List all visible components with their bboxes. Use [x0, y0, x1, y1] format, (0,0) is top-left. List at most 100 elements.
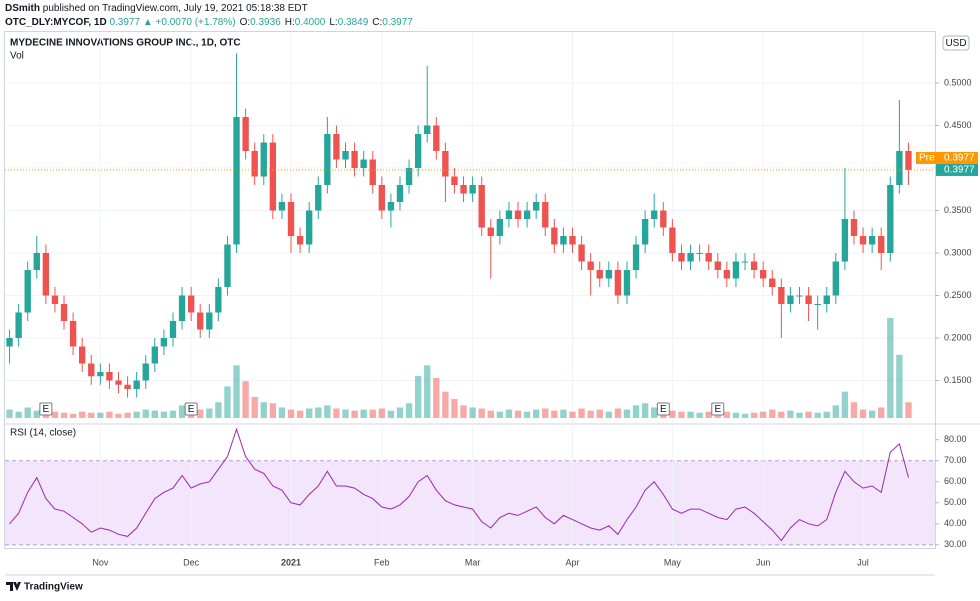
ohlc-key: C:: [372, 17, 382, 28]
publish-line: DSmith published on TradingView.com, Jul…: [5, 3, 308, 14]
volume-bar: [342, 409, 349, 418]
candle-body: [705, 253, 712, 262]
volume-bar: [832, 405, 839, 418]
volume-bar: [396, 407, 404, 418]
candle-body: [287, 202, 295, 236]
volume-bar: [6, 409, 13, 418]
candle-body: [478, 185, 485, 228]
candle-body: [378, 185, 385, 211]
volume-bar: [197, 409, 204, 418]
volume-bar: [560, 409, 567, 418]
rsi-band: [5, 460, 935, 545]
volume-bar: [678, 411, 685, 418]
volume-bar: [79, 411, 86, 418]
volume-bar: [15, 411, 22, 418]
volume-bar: [696, 412, 703, 418]
volume-bar: [360, 409, 367, 418]
symbol-line: OTC_DLY:MYCOF, 1D 0.3977 ▲ +0.0070 (+1.7…: [5, 17, 413, 28]
candle-body: [79, 346, 86, 364]
candle-body: [369, 159, 376, 185]
candle-body: [787, 295, 794, 304]
volume-bar: [306, 408, 313, 418]
candle-body: [151, 346, 158, 364]
candle-body: [887, 185, 894, 253]
y-tick-label: 80.00: [944, 434, 967, 444]
ohlc-key: L:: [329, 17, 337, 28]
candle-body: [560, 236, 567, 245]
candle-body: [460, 185, 467, 194]
candle-body: [324, 134, 331, 185]
candle-body: [224, 244, 231, 287]
candle-body: [242, 117, 249, 151]
volume-bar: [60, 412, 68, 418]
volume-bar: [178, 405, 186, 418]
x-tick-label: Apr: [565, 557, 579, 567]
volume-bar: [478, 408, 485, 418]
candle-body: [115, 380, 122, 385]
volume-bar: [24, 407, 31, 418]
candle-body: [296, 236, 304, 245]
candle-body: [142, 363, 149, 381]
volume-bar: [442, 391, 449, 418]
candle-body: [24, 270, 31, 313]
footer-logo: TradingView: [6, 582, 83, 593]
volume-bar: [805, 411, 812, 418]
y-tick-label: 0.3000: [944, 247, 972, 257]
published: published on TradingView.com, July 19, 2…: [43, 3, 308, 14]
candle-body: [750, 261, 758, 270]
volume-bar: [596, 409, 603, 418]
candle-body: [814, 304, 821, 305]
candle-body: [578, 244, 585, 262]
candle-body: [42, 253, 50, 296]
candle-body: [251, 151, 258, 177]
candle-body: [542, 202, 549, 228]
candle-body: [133, 380, 140, 389]
candle-body: [805, 295, 812, 304]
currency-box[interactable]: [942, 35, 970, 51]
x-tick-label: 2021: [281, 557, 301, 567]
chart-frame: [4, 31, 936, 549]
author: DSmith: [5, 3, 40, 14]
volume-bar: [33, 410, 40, 418]
y-tick-label: 0.3500: [944, 205, 972, 215]
candle-body: [97, 372, 104, 377]
x-tick-label: Jun: [756, 557, 771, 567]
earnings-marker: [184, 402, 198, 416]
rsi-line: [9, 427, 909, 542]
rsi-label: RSI (14, close): [10, 428, 76, 439]
candle-body: [660, 210, 667, 228]
volume-bar: [324, 405, 331, 418]
candle-body: [178, 295, 186, 321]
logo-icon: [6, 582, 21, 591]
last-price: 0.3977: [109, 17, 140, 28]
candle-body: [878, 236, 885, 253]
brand: TradingView: [24, 582, 83, 593]
volume-bar: [578, 408, 585, 418]
candle-body: [732, 261, 740, 279]
candle-body: [632, 244, 640, 270]
candle-body: [623, 270, 631, 296]
symbol: OTC_DLY:MYCOF, 1D: [5, 17, 107, 28]
volume-bar: [369, 409, 376, 418]
candle-body: [405, 168, 413, 185]
earnings-label: E: [43, 404, 50, 415]
volume-bar: [51, 411, 59, 418]
volume-bar: [414, 375, 422, 418]
volume-bar: [750, 412, 758, 418]
volume-bar: [405, 403, 413, 418]
y-tick-label: 60.00: [944, 476, 967, 486]
price-tag-name: Pre: [919, 153, 935, 164]
volume-bar: [823, 411, 830, 418]
x-tick-label: Dec: [183, 557, 200, 567]
candle-body: [187, 295, 195, 313]
candle-body: [233, 117, 240, 245]
volume-bar: [732, 412, 740, 418]
earnings-label: E: [188, 404, 195, 415]
y-tick-label: 70.00: [944, 455, 967, 465]
volume-bar: [351, 410, 358, 418]
candle-body: [505, 210, 513, 219]
volume-bar: [206, 408, 213, 418]
x-tick-label: May: [664, 557, 682, 567]
y-tick-label: 50.00: [944, 497, 967, 507]
y-tick-label: 0.2500: [944, 290, 972, 300]
